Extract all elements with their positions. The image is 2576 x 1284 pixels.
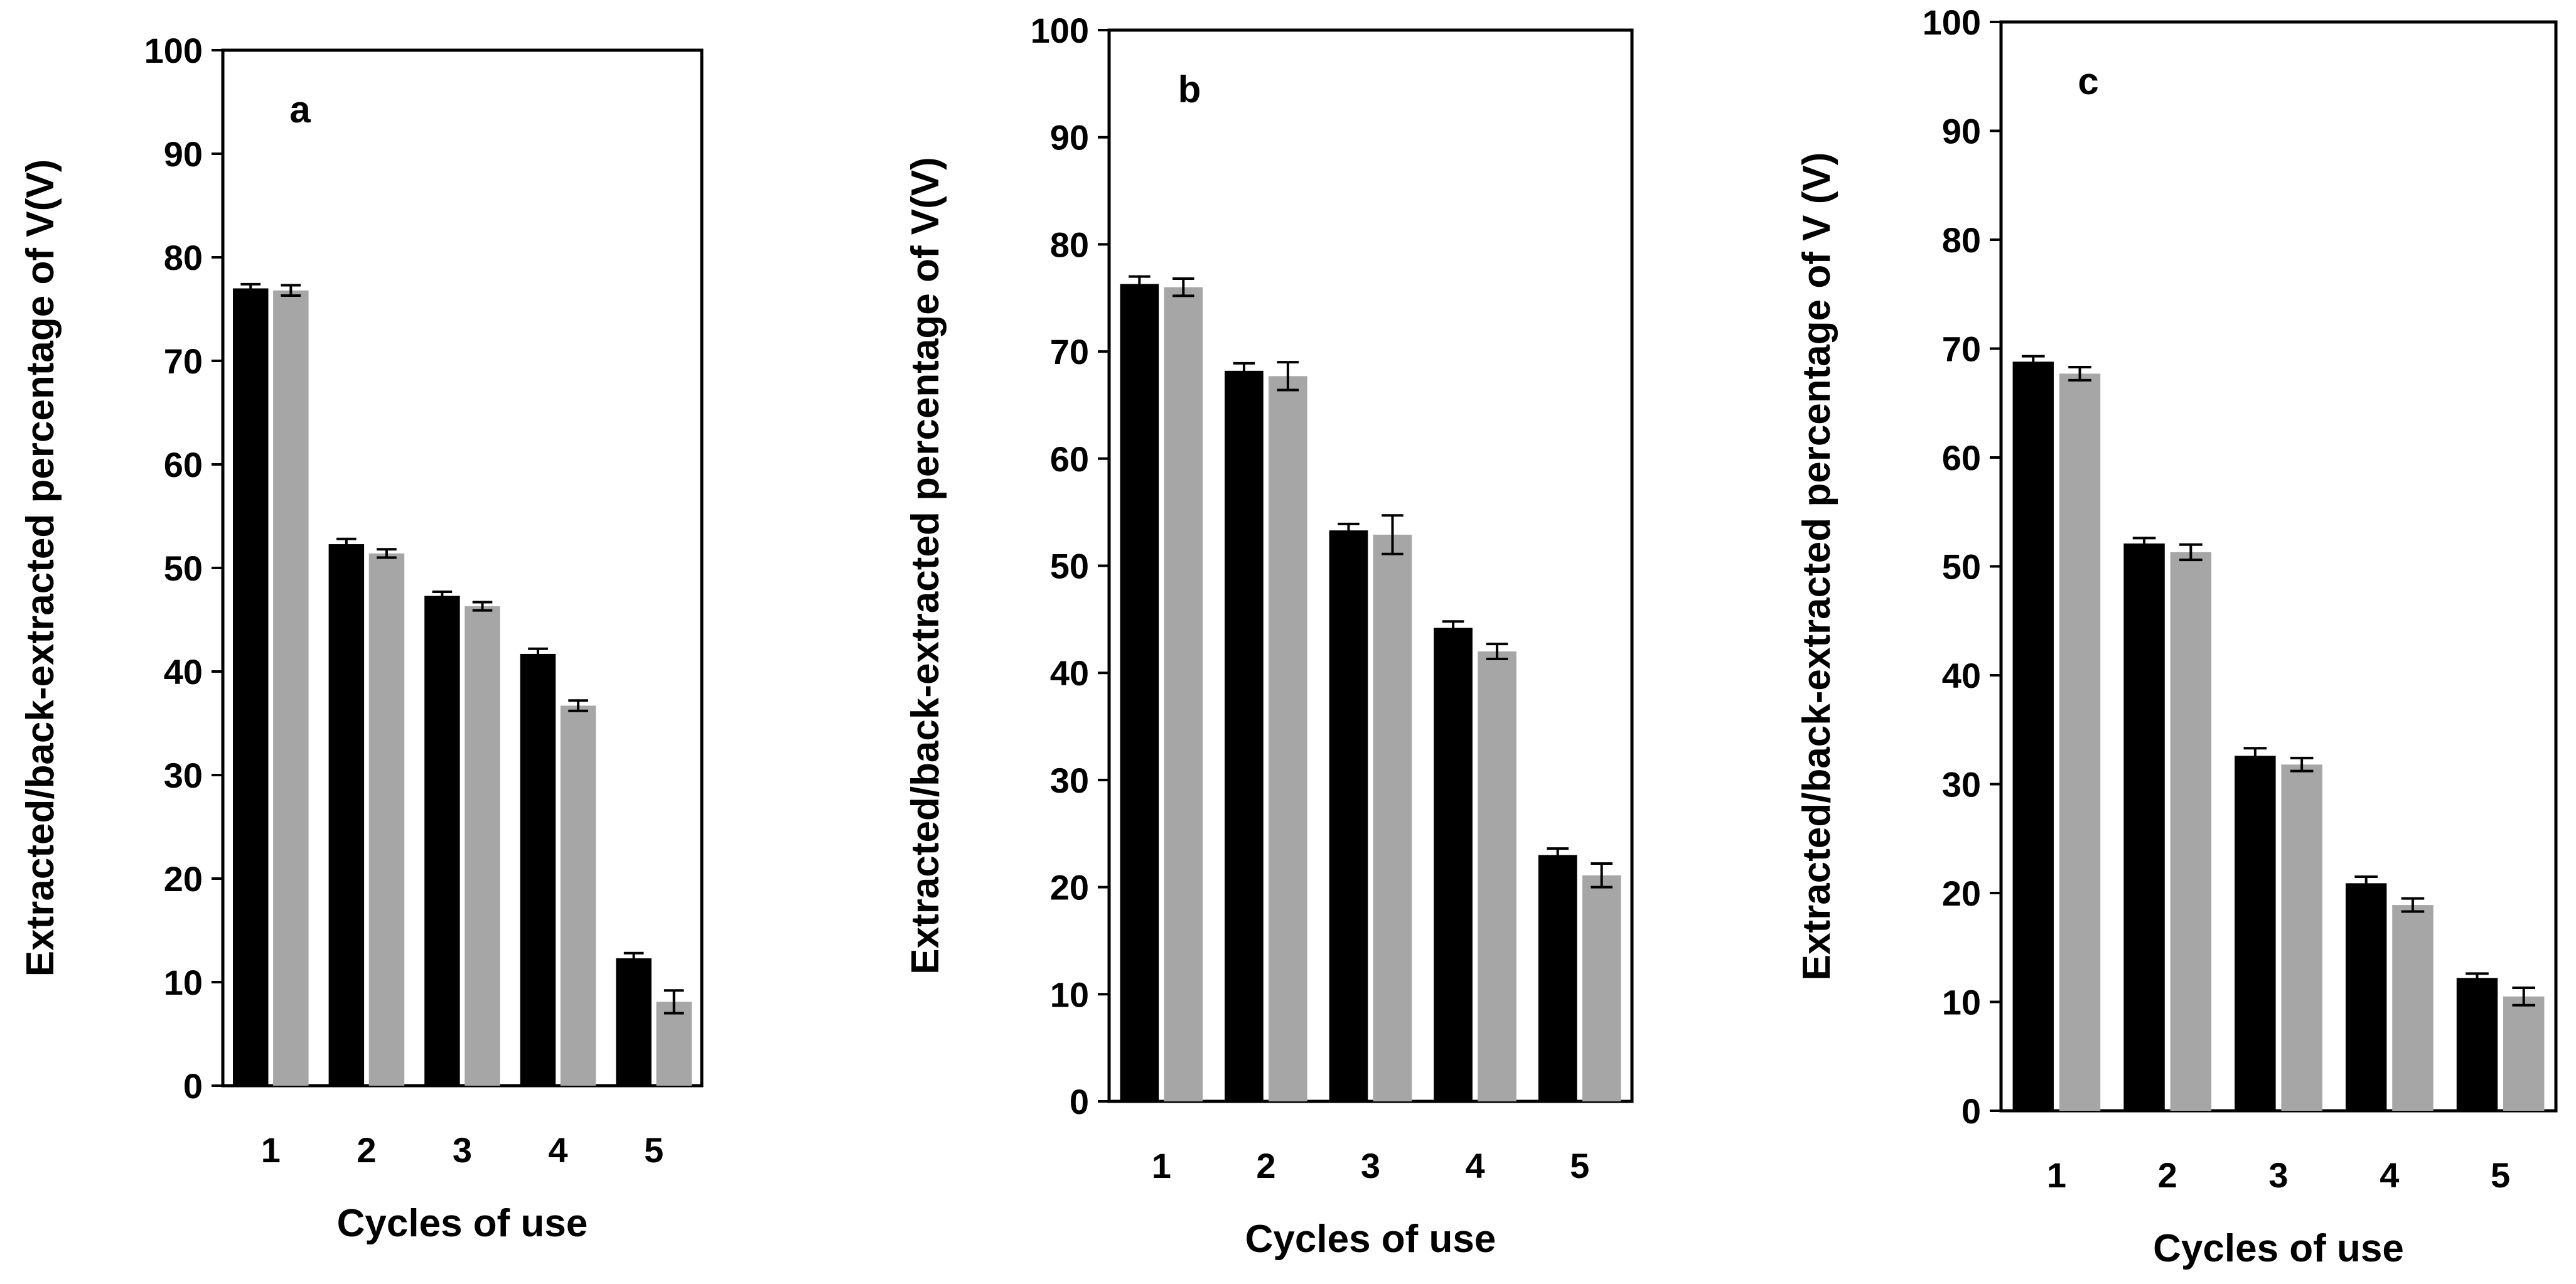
bar-extracted-cycle-3 (424, 596, 460, 1086)
chart-panel-a: 0 10 20 30 40 50 60 70 80 90 100 1 2 3 4 5 Cycles of use… (19, 31, 704, 1245)
x-axis-title: Cycles of use (337, 1202, 588, 1245)
y-tick-label: 50 (1942, 547, 1981, 587)
x-tick-label: 1 (261, 1130, 281, 1170)
y-tick-label: 40 (1050, 653, 1089, 693)
bar-back-extracted-cycle-2 (1269, 376, 1307, 1101)
y-tick-label: 90 (1050, 118, 1089, 158)
bar-extracted-cycle-4 (1434, 628, 1473, 1101)
y-tick-label: 90 (1942, 112, 1981, 151)
y-tick-label: 60 (164, 445, 203, 484)
y-tick-label: 100 (1031, 11, 1089, 50)
x-tick-label: 1 (1152, 1146, 1171, 1185)
x-tick-label: 5 (2491, 1155, 2510, 1195)
bar-back-extracted-cycle-3 (2281, 764, 2322, 1111)
y-tick-label: 70 (1050, 332, 1089, 372)
y-tick-label: 20 (164, 859, 203, 899)
y-axis-title: Extracted/back-extracted percentage of V… (904, 157, 947, 974)
x-tick-label: 2 (2158, 1155, 2177, 1195)
y-tick-label: 30 (1942, 765, 1981, 805)
y-tick-label: 50 (164, 548, 203, 588)
x-tick-label: 4 (1466, 1146, 1485, 1185)
bar-extracted-cycle-3 (1329, 530, 1368, 1101)
y-tick-label: 60 (1942, 438, 1981, 478)
bar-back-extracted-cycle-5 (2503, 996, 2545, 1111)
y-tick-label: 80 (164, 238, 203, 277)
panel-label: a (289, 88, 311, 131)
y-tick-label: 0 (183, 1066, 203, 1106)
y-axis-title: Extracted/back-extracted percentage of V… (1795, 152, 1838, 981)
bar-back-extracted-cycle-3 (464, 606, 500, 1086)
bar-back-extracted-cycle-2 (2170, 552, 2212, 1111)
bar-back-extracted-cycle-1 (1164, 287, 1203, 1102)
x-tick-label: 3 (453, 1130, 472, 1170)
y-tick-label: 60 (1050, 439, 1089, 479)
x-tick-label: 3 (1361, 1146, 1380, 1185)
bar-extracted-cycle-5 (1538, 855, 1577, 1101)
bar-back-extracted-cycle-5 (656, 1002, 692, 1086)
panel-label: b (1178, 68, 1201, 110)
bar-back-extracted-cycle-1 (2059, 373, 2101, 1111)
bar-back-extracted-cycle-4 (1478, 651, 1516, 1101)
bar-back-extracted-cycle-5 (1582, 875, 1621, 1101)
y-tick-label: 10 (1942, 983, 1981, 1022)
chart-panel-c: 0 10 20 30 40 50 60 70 80 90 100 1 2 3 4 5 Cycles of use… (1795, 3, 2558, 1270)
chart-panel-b: 0 10 20 30 40 50 60 70 80 90 100 1 2 3 4 5 Cycles of use… (904, 11, 1634, 1261)
y-tick-label: 80 (1942, 220, 1981, 260)
x-tick-label: 2 (1256, 1146, 1275, 1185)
x-axis-title: Cycles of use (1245, 1217, 1496, 1261)
y-tick-label: 30 (164, 756, 203, 795)
bar-back-extracted-cycle-4 (560, 705, 596, 1086)
y-tick-label: 0 (1962, 1091, 1981, 1131)
y-tick-label: 100 (144, 31, 203, 70)
x-tick-label: 4 (2380, 1155, 2399, 1195)
y-tick-label: 20 (1942, 874, 1981, 913)
y-tick-label: 50 (1050, 547, 1089, 586)
bar-extracted-cycle-4 (2345, 883, 2387, 1111)
x-tick-label: 5 (644, 1130, 663, 1170)
bar-back-extracted-cycle-3 (1373, 534, 1412, 1101)
x-tick-label: 4 (549, 1130, 568, 1170)
x-tick-label: 1 (2047, 1155, 2066, 1195)
bar-extracted-cycle-2 (2123, 543, 2165, 1111)
x-tick-label: 5 (1570, 1146, 1589, 1185)
panel-label: c (2078, 60, 2098, 102)
bar-extracted-cycle-2 (1225, 370, 1264, 1102)
bar-extracted-cycle-4 (520, 653, 556, 1086)
x-axis-title: Cycles of use (2153, 1227, 2404, 1270)
bar-back-extracted-cycle-2 (368, 553, 405, 1086)
bar-extracted-cycle-1 (1120, 284, 1159, 1102)
y-axis-title: Extracted/back-extracted percentage of V… (19, 159, 62, 976)
y-tick-label: 40 (1942, 656, 1981, 695)
bar-extracted-cycle-2 (328, 544, 365, 1086)
y-tick-label: 70 (164, 341, 203, 381)
bar-back-extracted-cycle-4 (2392, 905, 2434, 1111)
x-tick-label: 2 (357, 1130, 376, 1170)
bar-extracted-cycle-5 (616, 958, 652, 1086)
y-tick-label: 10 (1050, 975, 1089, 1014)
y-tick-label: 10 (164, 963, 203, 1002)
y-tick-label: 40 (164, 652, 203, 692)
bar-extracted-cycle-1 (233, 288, 269, 1086)
y-tick-label: 80 (1050, 225, 1089, 264)
y-tick-label: 20 (1050, 868, 1089, 907)
y-tick-label: 0 (1070, 1082, 1089, 1121)
y-tick-label: 30 (1050, 761, 1089, 800)
y-tick-label: 70 (1942, 329, 1981, 369)
bar-extracted-cycle-5 (2456, 978, 2498, 1111)
bar-extracted-cycle-3 (2235, 756, 2276, 1111)
bar-back-extracted-cycle-1 (273, 290, 309, 1086)
y-tick-label: 100 (1923, 3, 1981, 42)
bar-extracted-cycle-1 (2012, 361, 2054, 1111)
y-tick-label: 90 (164, 134, 203, 174)
x-tick-label: 3 (2268, 1155, 2288, 1195)
